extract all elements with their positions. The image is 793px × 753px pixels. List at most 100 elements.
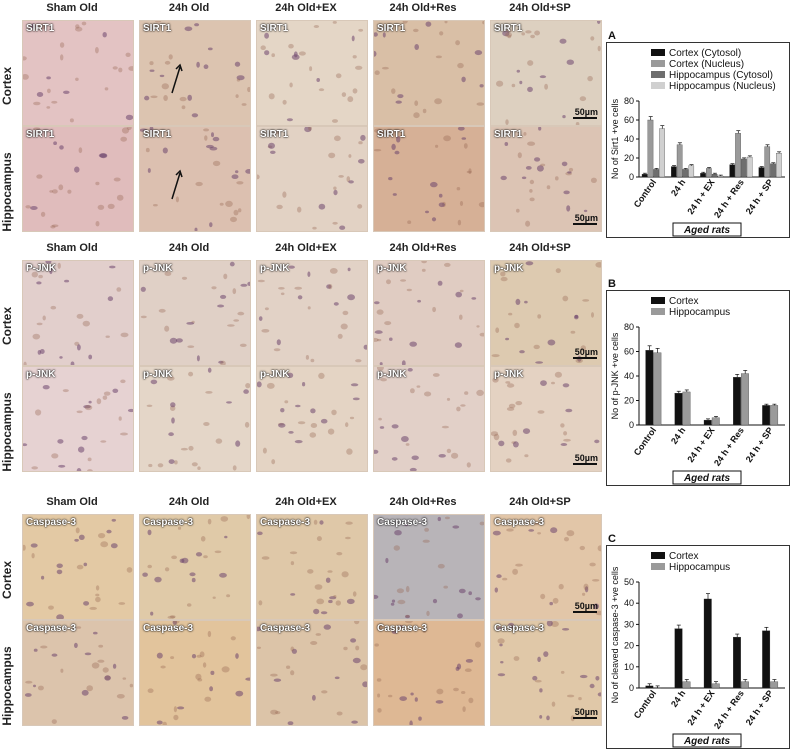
row-header: Hippocampus [0, 646, 14, 726]
cell-nucleus [33, 127, 41, 130]
cell-nucleus [508, 312, 513, 316]
micrograph-caspase3-cortex-1: Caspase-3 [22, 514, 134, 620]
marker-label: Caspase-3 [494, 623, 545, 634]
cell-nucleus [524, 454, 529, 458]
cell-nucleus [575, 358, 583, 364]
cell-nucleus [388, 694, 393, 698]
cell-nucleus [592, 579, 600, 582]
cell-nucleus [95, 585, 100, 591]
cell-nucleus [474, 50, 483, 56]
cell-nucleus [457, 62, 464, 69]
cell-nucleus [527, 141, 536, 146]
cell-nucleus [270, 150, 276, 154]
cell-nucleus [284, 400, 289, 404]
cell-nucleus [438, 193, 443, 198]
panel-letter-a: A [608, 30, 616, 42]
cell-nucleus [432, 373, 440, 377]
scale-bar [573, 611, 597, 613]
cell-nucleus [329, 596, 337, 600]
cell-nucleus [69, 118, 74, 123]
bar [688, 165, 695, 178]
cell-nucleus [583, 209, 588, 213]
cell-nucleus [23, 443, 28, 447]
cell-nucleus [422, 108, 427, 114]
cell-nucleus [396, 588, 404, 594]
cell-nucleus [355, 645, 360, 651]
cell-nucleus [247, 86, 250, 93]
cell-nucleus [323, 624, 331, 630]
cell-nucleus [25, 680, 33, 684]
cell-nucleus [378, 417, 382, 421]
cell-nucleus [336, 552, 343, 556]
marker-label: SIRT1 [260, 23, 289, 34]
cell-nucleus [460, 404, 466, 407]
cell-nucleus [59, 356, 63, 359]
category-label: 24 h + SP [744, 425, 775, 464]
cell-nucleus [51, 100, 58, 104]
cell-nucleus [393, 545, 400, 551]
micrograph-pjnk-hippocampus-1: p-JNK [22, 366, 134, 472]
cell-nucleus [203, 64, 209, 69]
cell-nucleus [156, 652, 163, 659]
cell-nucleus [169, 337, 178, 344]
cell-nucleus [81, 435, 88, 441]
cell-nucleus [261, 556, 270, 560]
cell-nucleus [316, 78, 320, 82]
bar [676, 144, 683, 178]
cell-nucleus [271, 53, 275, 58]
cell-nucleus [111, 518, 117, 522]
marker-label: Caspase-3 [26, 517, 77, 528]
cell-nucleus [397, 599, 406, 605]
cell-nucleus [264, 307, 269, 311]
cell-nucleus [382, 32, 386, 38]
cell-nucleus [103, 391, 111, 396]
cell-nucleus [568, 167, 574, 172]
cell-nucleus [120, 136, 127, 142]
y-tick-label: 40 [624, 134, 634, 144]
legend-swatch [651, 563, 665, 570]
cell-nucleus [566, 530, 575, 537]
scale-bar-label: 50µm [574, 707, 598, 717]
y-tick-label: 80 [624, 96, 634, 106]
cell-nucleus [537, 656, 541, 662]
cell-nucleus [297, 206, 302, 213]
cell-nucleus [159, 74, 165, 78]
cell-nucleus [280, 408, 285, 413]
cell-nucleus [406, 288, 412, 292]
cell-nucleus [432, 306, 436, 313]
cell-nucleus [49, 190, 54, 193]
cell-nucleus [257, 531, 263, 536]
cell-nucleus [57, 262, 61, 269]
cell-nucleus [51, 719, 57, 724]
cell-nucleus [23, 544, 26, 551]
cell-nucleus [504, 142, 509, 146]
marker-label: p-JNK [494, 369, 524, 380]
cell-nucleus [409, 341, 417, 347]
cell-nucleus [547, 339, 556, 346]
cell-nucleus [289, 551, 298, 555]
tissue-texture [23, 21, 133, 123]
cell-nucleus [332, 21, 337, 24]
cell-nucleus [227, 324, 235, 327]
cell-nucleus [49, 268, 53, 275]
cell-nucleus [220, 294, 227, 299]
category-label: 24 h [669, 688, 688, 708]
cell-nucleus [332, 119, 338, 123]
cell-nucleus [346, 448, 353, 455]
cell-nucleus [46, 106, 51, 109]
cell-nucleus [444, 262, 451, 267]
tissue-texture [257, 127, 366, 230]
cell-nucleus [516, 208, 520, 213]
x-label-box [672, 222, 742, 237]
cell-nucleus [297, 295, 303, 300]
cell-nucleus [234, 61, 241, 67]
cell-nucleus [346, 176, 351, 183]
cell-nucleus [495, 327, 500, 333]
marker-label: Caspase-3 [143, 623, 194, 634]
cell-nucleus [60, 54, 64, 61]
scale-bar [573, 223, 597, 225]
column-header: 24h Old [168, 242, 210, 254]
y-tick-label: 0 [629, 172, 634, 182]
cell-nucleus [536, 165, 544, 172]
cell-nucleus [505, 32, 513, 38]
